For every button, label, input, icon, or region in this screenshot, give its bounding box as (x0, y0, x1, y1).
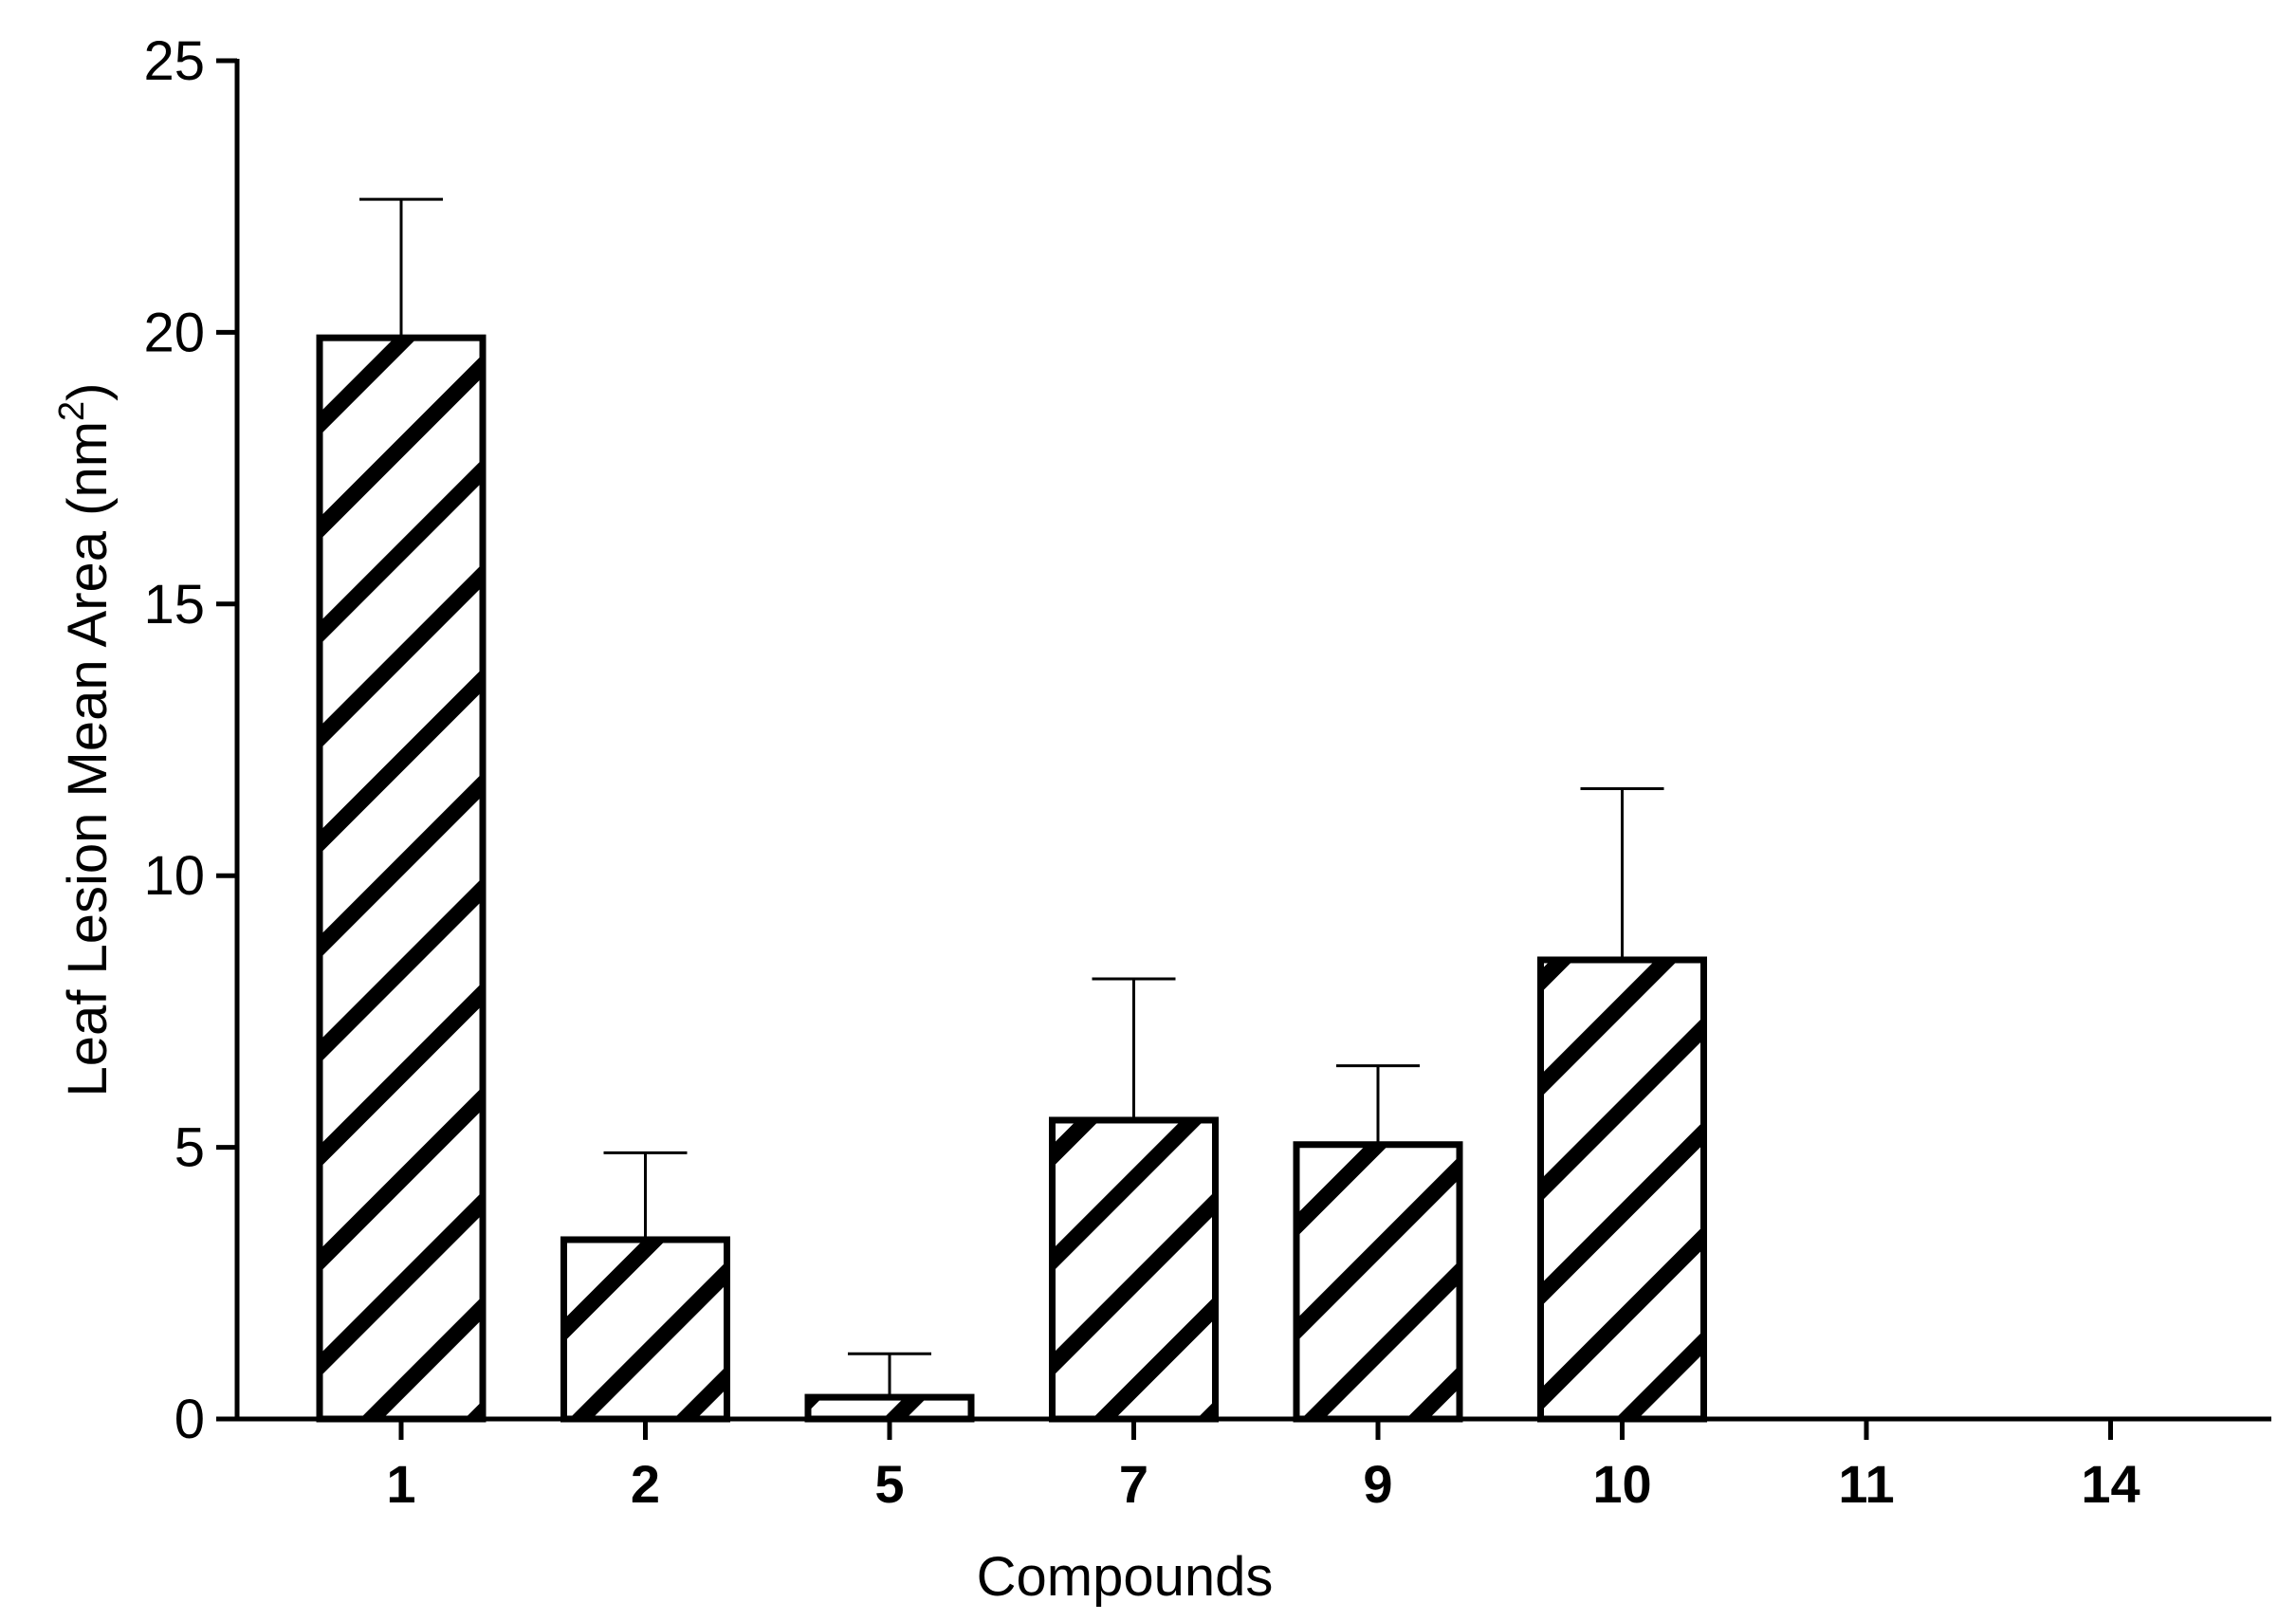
bar-7 (1049, 1116, 1219, 1423)
x-tick-label-1: 1 (386, 1454, 415, 1514)
bar-2 (560, 1236, 730, 1423)
y-axis-title: Leaf Lesion Mean Area (nm2) (52, 382, 119, 1096)
y-tick-label-25: 25 (143, 30, 205, 92)
error-bars-layer (359, 197, 1664, 1398)
x-axis-title: Compounds (977, 1546, 1274, 1608)
x-tick-label-9: 9 (1363, 1454, 1392, 1514)
x-tick-label-7: 7 (1119, 1454, 1148, 1514)
y-axis-title-close: ) (57, 382, 119, 400)
bar-10 (1537, 956, 1707, 1423)
bar-9 (1293, 1141, 1463, 1423)
x-tick-label-5: 5 (874, 1454, 904, 1514)
bar-1 (316, 334, 487, 1423)
y-axis-title-text: Leaf Lesion Mean Area (nm (57, 421, 119, 1097)
y-axis-title-superscript: 2 (52, 401, 92, 421)
axes-layer (216, 58, 2271, 1440)
x-tick-label-14: 14 (2081, 1454, 2140, 1514)
y-tick-label-0: 0 (174, 1389, 205, 1450)
x-tick-label-11: 11 (1838, 1454, 1894, 1514)
bar-5 (804, 1393, 975, 1423)
x-tick-label-2: 2 (631, 1454, 660, 1514)
y-tick-label-20: 20 (143, 302, 205, 363)
bars-layer (316, 334, 1707, 1423)
x-tick-label-10: 10 (1592, 1454, 1651, 1514)
y-tick-label-15: 15 (143, 574, 205, 636)
y-tick-label-5: 5 (174, 1117, 205, 1179)
y-tick-label-10: 10 (143, 845, 205, 907)
